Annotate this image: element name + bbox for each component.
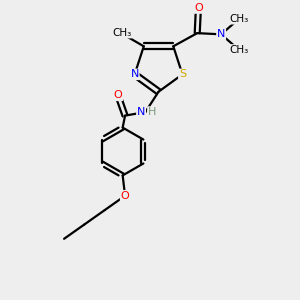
Text: CH₃: CH₃: [230, 45, 249, 55]
Text: N: N: [217, 29, 225, 39]
Text: S: S: [179, 69, 186, 80]
Text: O: O: [113, 90, 122, 100]
Text: H: H: [148, 107, 156, 117]
Text: O: O: [121, 191, 129, 201]
Text: O: O: [194, 3, 203, 13]
Text: N: N: [137, 107, 145, 117]
Text: N: N: [130, 69, 139, 80]
Text: CH₃: CH₃: [230, 14, 249, 24]
Text: CH₃: CH₃: [112, 28, 131, 38]
